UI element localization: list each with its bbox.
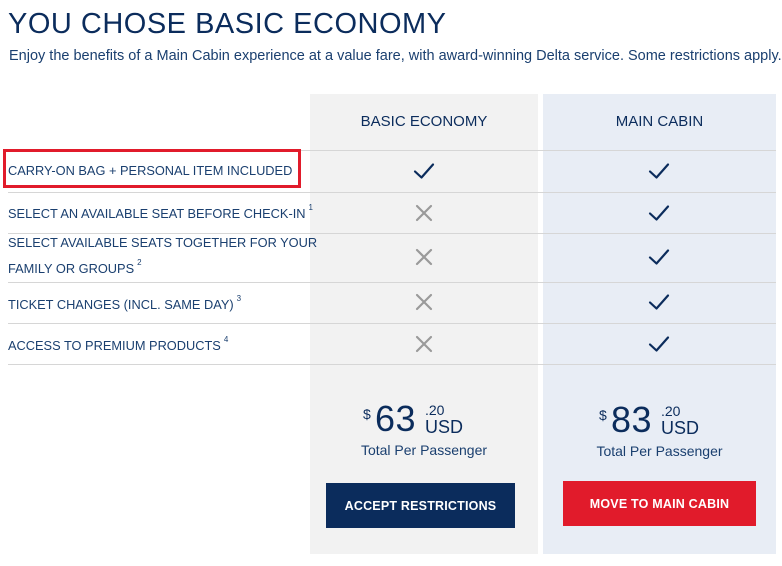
check-icon — [647, 332, 671, 356]
row-divider — [8, 323, 776, 324]
cross-icon — [412, 290, 436, 314]
basic-economy-price-note: Total Per Passenger — [360, 442, 488, 458]
accept-restrictions-button[interactable]: ACCEPT RESTRICTIONS — [326, 483, 515, 528]
main-cabin-header: MAIN CABIN — [615, 113, 704, 130]
price-cents: .20 — [425, 402, 445, 418]
cross-icon — [412, 245, 436, 269]
cross-icon — [412, 332, 436, 356]
feature-label: SELECT AVAILABLE SEATS TOGETHER FOR YOUR — [8, 235, 318, 250]
cross-icon — [412, 201, 436, 225]
currency-symbol: $ — [599, 407, 607, 423]
price-cents: .20 — [661, 403, 681, 419]
main-cabin-price-note: Total Per Passenger — [596, 443, 723, 459]
feature-ticket-changes: TICKET CHANGES (INCL. SAME DAY) 3 — [8, 292, 241, 318]
page-title: YOU CHOSE BASIC ECONOMY — [8, 8, 447, 40]
row-divider — [8, 233, 776, 234]
feature-label: SELECT AN AVAILABLE SEAT BEFORE CHECK-IN — [8, 206, 306, 221]
price-unit: USD — [425, 417, 464, 437]
footnote-ref: 4 — [223, 335, 229, 344]
check-icon — [647, 201, 671, 225]
footnote-ref: 3 — [236, 294, 242, 303]
highlight-box — [3, 149, 301, 188]
row-divider — [8, 282, 776, 283]
feature-label: CARRY-ON BAG + PERSONAL ITEM INCLUDED — [8, 163, 293, 178]
check-icon — [412, 159, 436, 183]
footnote-ref: 1 — [308, 203, 313, 212]
feature-seats-together: SELECT AVAILABLE SEATS TOGETHER FOR YOUR… — [8, 230, 317, 282]
check-icon — [647, 245, 671, 269]
price-unit: USD — [661, 418, 700, 438]
feature-label: FAMILY OR GROUPS — [8, 261, 135, 276]
check-icon — [647, 290, 671, 314]
price-amount: 63 — [375, 398, 417, 439]
feature-premium-products: ACCESS TO PREMIUM PRODUCTS 4 — [8, 333, 228, 359]
feature-label: TICKET CHANGES (INCL. SAME DAY) — [8, 297, 234, 312]
price-amount: 83 — [611, 399, 653, 440]
feature-label: ACCESS TO PREMIUM PRODUCTS — [8, 338, 221, 353]
row-divider — [8, 192, 776, 193]
check-icon — [647, 159, 671, 183]
row-divider — [8, 364, 776, 365]
feature-seat-selection: SELECT AN AVAILABLE SEAT BEFORE CHECK-IN… — [8, 201, 313, 227]
footnote-ref: 2 — [137, 258, 142, 267]
basic-economy-header: BASIC ECONOMY — [360, 113, 488, 130]
feature-carry-on: CARRY-ON BAG + PERSONAL ITEM INCLUDED — [8, 158, 292, 184]
currency-symbol: $ — [363, 406, 371, 422]
basic-economy-column — [310, 94, 538, 554]
page-subtitle: Enjoy the benefits of a Main Cabin exper… — [9, 48, 782, 64]
main-cabin-column — [543, 94, 776, 554]
row-divider — [8, 150, 776, 151]
move-to-main-cabin-button[interactable]: MOVE TO MAIN CABIN — [563, 481, 756, 526]
